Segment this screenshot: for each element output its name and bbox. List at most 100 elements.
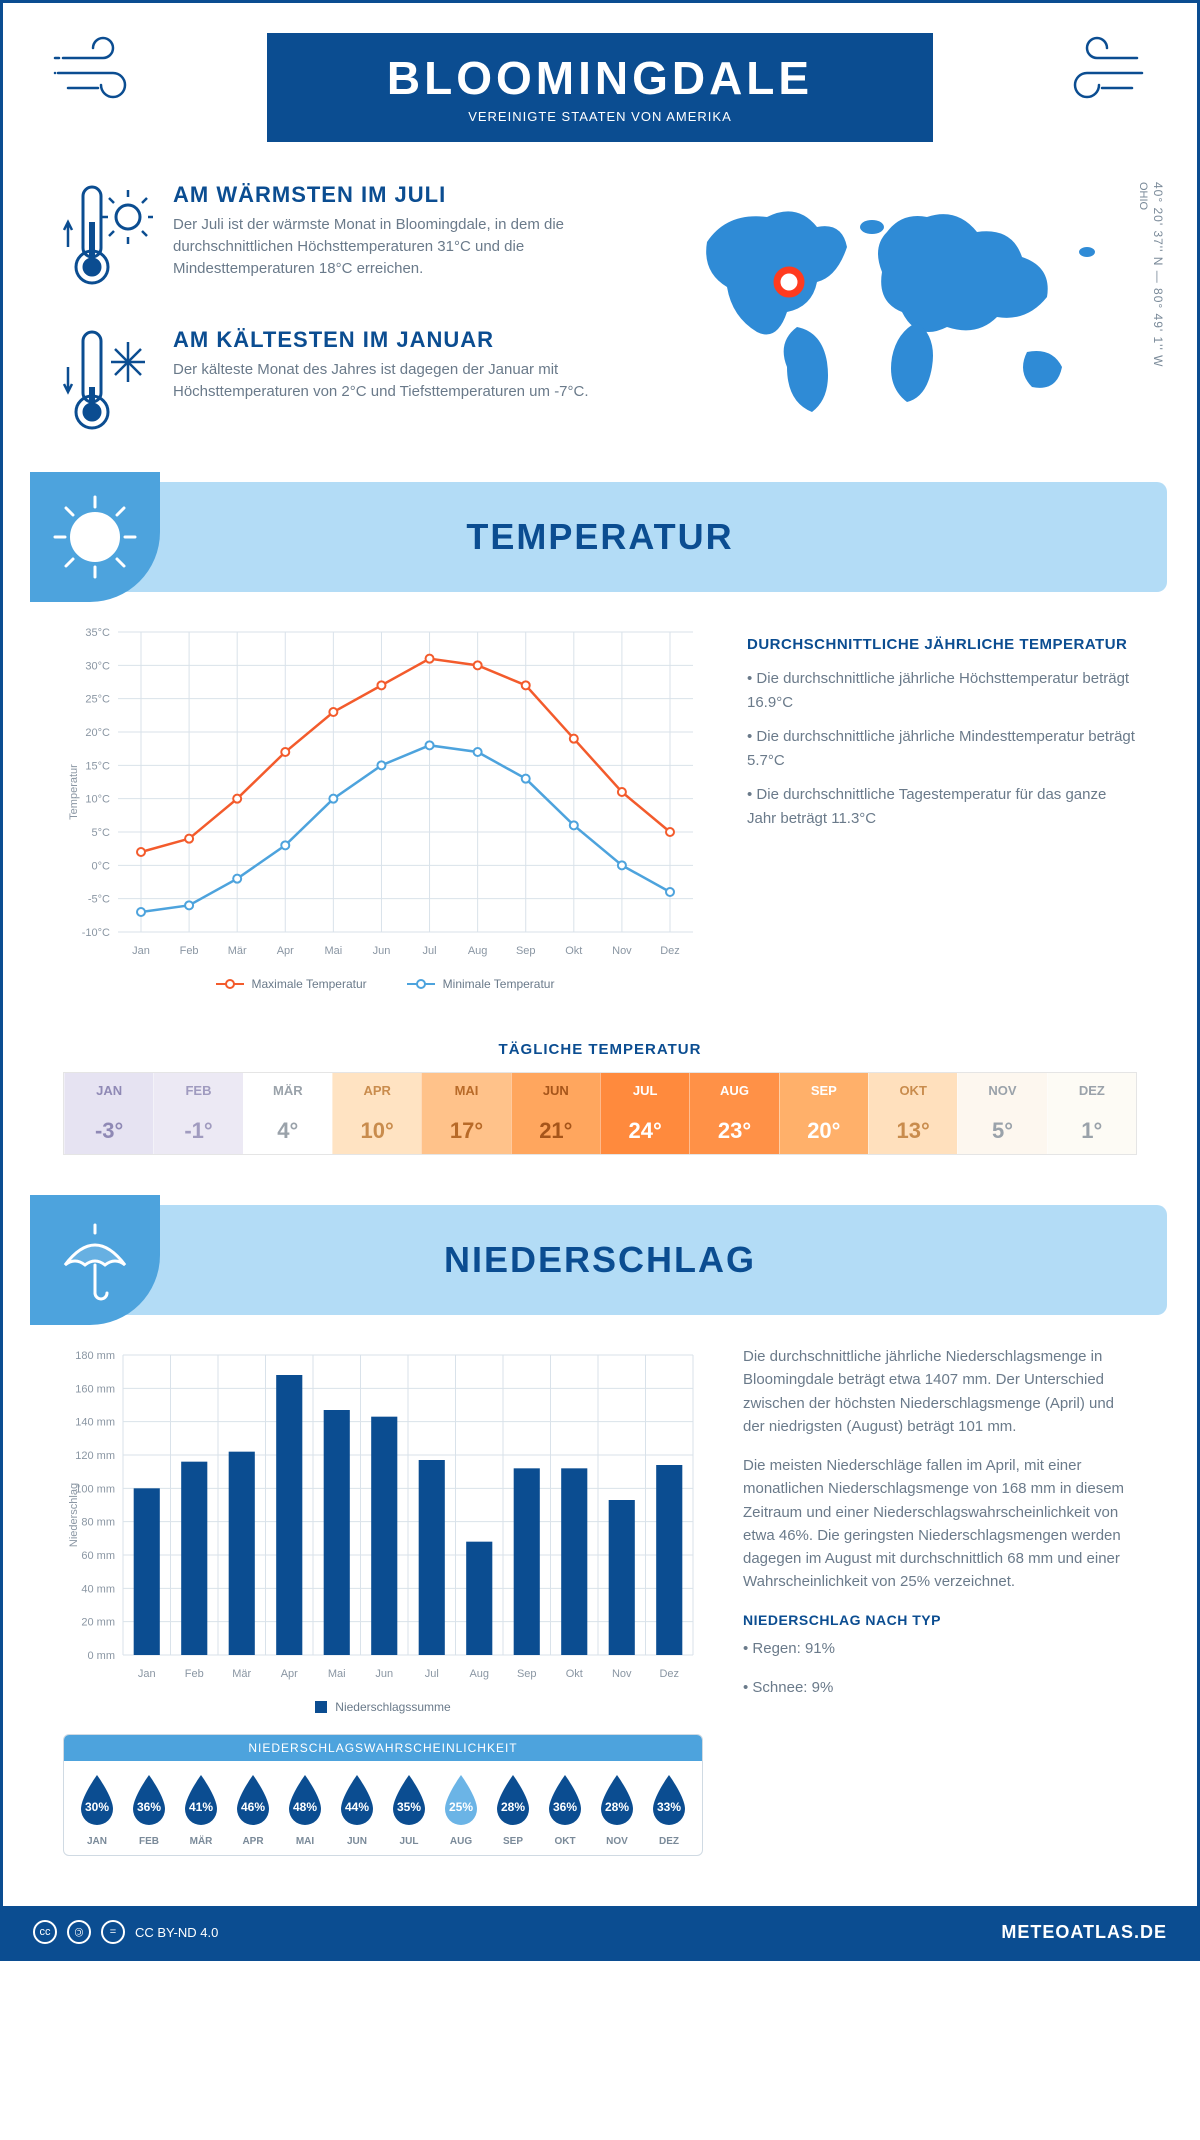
wind-icon [53,33,153,108]
thermometer-hot-icon [63,182,153,297]
svg-text:20 mm: 20 mm [81,1617,115,1629]
svg-text:Feb: Feb [180,945,199,957]
temperature-row: -10°C-5°C0°C5°C10°C15°C20°C25°C30°C35°CJ… [3,622,1197,1021]
probability-drop: 46% APR [228,1773,278,1847]
daily-month-cell: FEB [153,1073,242,1108]
thermometer-cold-icon [63,327,153,442]
svg-text:48%: 48% [293,1800,317,1814]
intro-facts: AM WÄRMSTEN IM JULI Der Juli ist der wär… [63,182,647,442]
svg-text:180 mm: 180 mm [75,1350,115,1362]
daily-temp-heading: TÄGLICHE TEMPERATUR [3,1041,1197,1058]
svg-text:Apr: Apr [277,945,294,957]
svg-text:46%: 46% [241,1800,265,1814]
fact-text: Der Juli ist der wärmste Monat in Bloomi… [173,214,647,279]
svg-text:Nov: Nov [612,945,632,957]
svg-text:28%: 28% [605,1800,629,1814]
daily-month-cell: JUL [600,1073,689,1108]
site-name: METEOATLAS.DE [1001,1922,1167,1943]
svg-text:25%: 25% [449,1800,473,1814]
summary-bullet: • Die durchschnittliche Tagestemperatur … [747,783,1137,831]
world-map-wrap: OHIO 40° 20' 37'' N — 80° 49' 1'' W [677,182,1137,442]
license-text: CC BY-ND 4.0 [135,1925,218,1940]
legend-precip: Niederschlagssumme [315,1700,450,1714]
probability-drop: 41% MÄR [176,1773,226,1847]
legend-min: Minimale Temperatur [407,977,555,991]
svg-text:40 mm: 40 mm [81,1583,115,1595]
svg-text:Mai: Mai [324,945,342,957]
svg-text:Niederschlag: Niederschlag [68,1483,80,1547]
svg-text:Mär: Mär [232,1668,251,1680]
page-subtitle: VEREINIGTE STAATEN VON AMERIKA [387,109,813,124]
probability-drop: 36% OKT [540,1773,590,1847]
probability-box: NIEDERSCHLAGSWAHRSCHEINLICHKEIT 30% JAN … [63,1734,703,1856]
nd-icon: = [101,1920,125,1944]
probability-drop: 30% JAN [72,1773,122,1847]
summary-bullet: • Die durchschnittliche jährliche Mindes… [747,725,1137,773]
summary-bullet: • Die durchschnittliche jährliche Höchst… [747,667,1137,715]
svg-text:140 mm: 140 mm [75,1417,115,1429]
svg-text:33%: 33% [657,1800,681,1814]
title-banner: BLOOMINGDALE VEREINIGTE STAATEN VON AMER… [267,33,933,142]
svg-text:100 mm: 100 mm [75,1483,115,1495]
precipitation-row: 0 mm20 mm40 mm60 mm80 mm100 mm120 mm140 … [3,1345,1197,1886]
probability-drop: 25% AUG [436,1773,486,1847]
svg-text:Aug: Aug [468,945,488,957]
state-label: OHIO [1137,182,1149,210]
daily-value-cell: 1° [1047,1108,1136,1154]
svg-text:Jan: Jan [138,1668,156,1680]
svg-text:Sep: Sep [517,1668,537,1680]
daily-value-cell: 20° [779,1108,868,1154]
svg-text:Jan: Jan [132,945,150,957]
daily-value-cell: 24° [600,1108,689,1154]
daily-temp-table: JANFEBMÄRAPRMAIJUNJULAUGSEPOKTNOVDEZ-3°-… [63,1072,1137,1155]
svg-text:Nov: Nov [612,1668,632,1680]
svg-text:120 mm: 120 mm [75,1450,115,1462]
svg-text:10°C: 10°C [85,794,110,806]
intro-section: AM WÄRMSTEN IM JULI Der Juli ist der wär… [3,142,1197,472]
page: BLOOMINGDALE VEREINIGTE STAATEN VON AMER… [0,0,1200,1961]
precip-text: Die meisten Niederschläge fallen im Apri… [743,1454,1137,1594]
svg-text:Sep: Sep [516,945,536,957]
daily-value-cell: 21° [511,1108,600,1154]
fact-title: AM KÄLTESTEN IM JANUAR [173,327,647,353]
license: cc 🄯 = CC BY-ND 4.0 [33,1920,218,1944]
svg-text:Okt: Okt [566,1668,583,1680]
footer: cc 🄯 = CC BY-ND 4.0 METEOATLAS.DE [3,1906,1197,1958]
umbrella-icon [30,1195,160,1325]
daily-value-cell: 13° [868,1108,957,1154]
fact-content: AM KÄLTESTEN IM JANUAR Der kälteste Mona… [173,327,647,403]
svg-text:Feb: Feb [185,1668,204,1680]
precip-type: • Schnee: 9% [743,1676,1137,1699]
precipitation-summary: Die durchschnittliche jährliche Niedersc… [743,1345,1137,1856]
svg-text:35%: 35% [397,1800,421,1814]
daily-month-cell: MÄR [243,1073,332,1108]
svg-text:44%: 44% [345,1800,369,1814]
coords-label: 40° 20' 37'' N — 80° 49' 1'' W [1151,182,1165,367]
fact-text: Der kälteste Monat des Jahres ist dagege… [173,359,647,403]
precip-text: Die durchschnittliche jährliche Niedersc… [743,1345,1137,1438]
fact-coldest: AM KÄLTESTEN IM JANUAR Der kälteste Mona… [63,327,647,442]
svg-text:28%: 28% [501,1800,525,1814]
svg-text:Dez: Dez [659,1668,679,1680]
daily-value-cell: 17° [421,1108,510,1154]
svg-text:35°C: 35°C [85,627,110,639]
section-title: NIEDERSCHLAG [33,1239,1167,1281]
section-title: TEMPERATUR [33,516,1167,558]
svg-text:5°C: 5°C [92,827,111,839]
svg-text:Jul: Jul [423,945,437,957]
daily-value-cell: 5° [957,1108,1046,1154]
daily-month-cell: OKT [868,1073,957,1108]
svg-text:80 mm: 80 mm [81,1517,115,1529]
svg-text:Mai: Mai [328,1668,346,1680]
svg-text:Jul: Jul [425,1668,439,1680]
fact-title: AM WÄRMSTEN IM JULI [173,182,647,208]
svg-text:41%: 41% [189,1800,213,1814]
by-icon: 🄯 [67,1920,91,1944]
probability-grid: 30% JAN 36% FEB 41% MÄR 46% APR 48% MAI … [64,1761,702,1855]
daily-month-cell: DEZ [1047,1073,1136,1108]
daily-month-cell: MAI [421,1073,510,1108]
daily-month-cell: JAN [64,1073,153,1108]
daily-value-cell: 23° [689,1108,778,1154]
svg-text:Mär: Mär [228,945,247,957]
daily-value-cell: 4° [243,1108,332,1154]
